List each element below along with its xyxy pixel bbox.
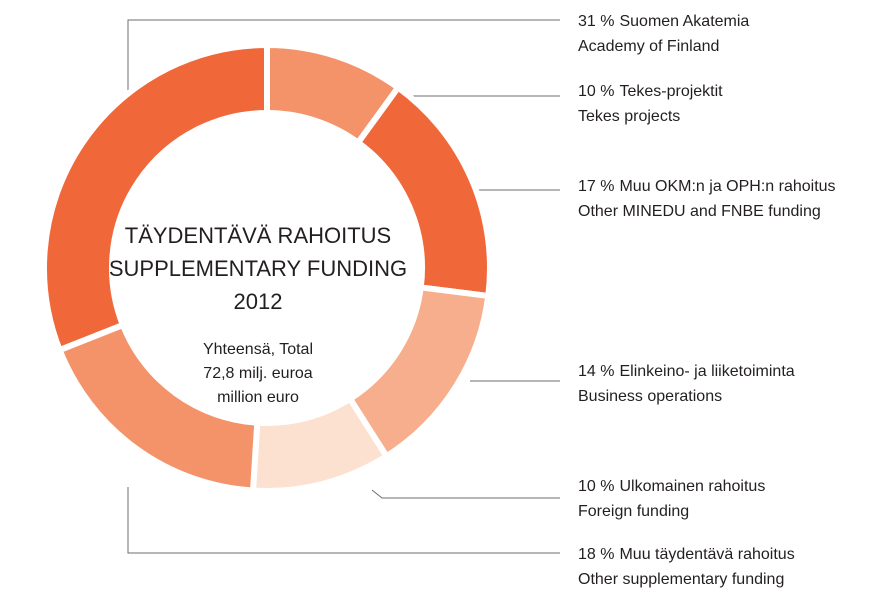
category-label-en: Foreign funding	[578, 503, 689, 520]
slice-label: 10 % Tekes-projektit	[578, 83, 723, 100]
center-title: TÄYDENTÄVÄ RAHOITUS	[125, 223, 391, 248]
category-label: Muu OKM:n ja OPH:n rahoitus	[619, 178, 835, 195]
donut	[41, 41, 493, 494]
category-label: Muu täydentävä rahoitus	[619, 546, 794, 563]
value-label: 14 %	[578, 363, 614, 380]
slice-label: 10 % Ulkomainen rahoitus	[578, 478, 765, 495]
category-label: Suomen Akatemia	[619, 13, 749, 30]
slice-label: 17 % Muu OKM:n ja OPH:n rahoitus	[578, 178, 836, 195]
center-total: 72,8 milj. euroa	[203, 365, 312, 382]
center-total: million euro	[217, 389, 299, 406]
center-title: SUPPLEMENTARY FUNDING	[109, 256, 407, 281]
category-label: Tekes-projektit	[619, 83, 723, 100]
leader-line	[127, 19, 560, 90]
value-label: 31 %	[578, 13, 614, 30]
slice-label: 18 % Muu täydentävä rahoitus	[578, 546, 795, 563]
category-label-en: Tekes projects	[578, 108, 680, 125]
value-label: 17 %	[578, 178, 614, 195]
category-label-en: Business operations	[578, 388, 722, 405]
category-label: Ulkomainen rahoitus	[619, 478, 765, 495]
value-label: 18 %	[578, 546, 614, 563]
value-label: 10 %	[578, 478, 614, 495]
slice	[41, 41, 270, 354]
value-label: 10 %	[578, 83, 614, 100]
leader-line	[371, 489, 560, 499]
center-total: Yhteensä, Total	[203, 341, 313, 358]
slice-label: 31 % Suomen Akatemia	[578, 13, 749, 30]
slice-label: 14 % Elinkeino- ja liiketoiminta	[578, 363, 795, 380]
category-label-en: Other MINEDU and FNBE funding	[578, 203, 821, 220]
category-label-en: Other supplementary funding	[578, 571, 784, 588]
slice	[55, 321, 261, 494]
leader-line	[127, 487, 560, 554]
category-label-en: Academy of Finland	[578, 38, 719, 55]
center-year: 2012	[234, 289, 283, 314]
category-label: Elinkeino- ja liiketoiminta	[619, 363, 794, 380]
